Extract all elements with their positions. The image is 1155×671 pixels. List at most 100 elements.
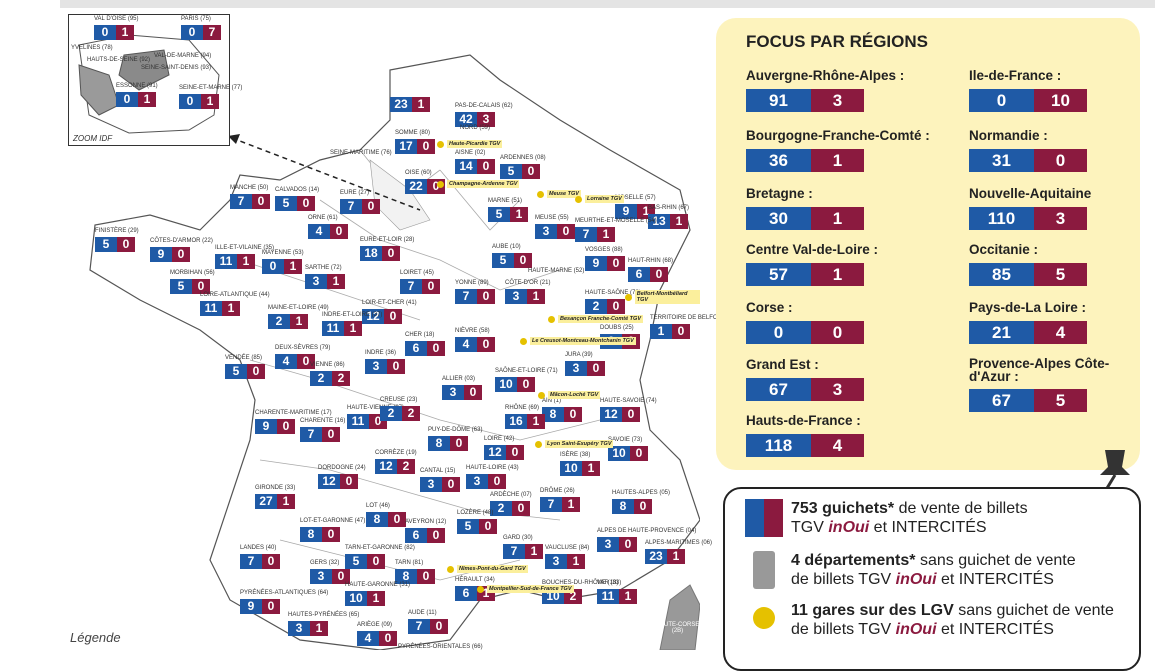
lgv-station: Le Creusot-Montceau-Montchanin TGV <box>520 337 636 345</box>
department-name: LOT (46) <box>366 503 390 509</box>
department-name: JURA (39) <box>565 352 593 358</box>
zoom-department-name: YVELINES (78) <box>71 45 113 51</box>
region-item: Pays-de-La Loire : 21 4 <box>969 300 1087 344</box>
lgv-station: Lorraine TGV <box>575 195 624 203</box>
counter-red: 1 <box>582 461 600 476</box>
department-name: MORBIHAN (56) <box>170 270 215 276</box>
station-label: Haute-Picardie TGV <box>447 140 503 148</box>
counter-blue: 11 <box>347 414 369 429</box>
counter-red: 0 <box>607 256 625 271</box>
department-name: VENDÉE (85) <box>225 355 263 361</box>
counter-blue: 12 <box>375 459 397 474</box>
counter-red: 1 <box>527 414 545 429</box>
region-item: Bretagne : 30 1 <box>746 186 864 230</box>
counter-red: 1 <box>527 289 545 304</box>
counter-red: 0 <box>322 527 340 542</box>
counter-red: 1 <box>367 591 385 606</box>
department-name: TARN (81) <box>395 560 424 566</box>
counter-blue: 6 <box>455 586 477 601</box>
counter-red: 0 <box>517 377 535 392</box>
region-counter-red: 1 <box>811 263 864 286</box>
legend-row-stations: 11 gares sur des LGV sans guichet de ven… <box>745 601 1114 639</box>
region-counter-bar: 36 1 <box>746 149 930 172</box>
counter-blue: 3 <box>310 569 332 584</box>
department-name: TERRITOIRE DE BELFORT (90) <box>650 315 738 321</box>
region-name: Corse : <box>746 300 793 315</box>
counter-blue: 5 <box>225 364 247 379</box>
region-item: Centre Val-de-Loire : 57 1 <box>746 242 878 286</box>
department-name: LOIRET (45) <box>400 270 434 276</box>
counter-red: 0 <box>430 619 448 634</box>
counter-red: 1 <box>138 92 156 107</box>
department-name: AIN (1) <box>542 398 562 404</box>
counter-blue: 3 <box>365 359 387 374</box>
counter-blue: 5 <box>500 164 522 179</box>
counter-blue: 17 <box>395 139 417 154</box>
department-counter-pair: 11 1 <box>597 589 637 604</box>
station-dot-icon <box>575 195 582 203</box>
counter-red: 1 <box>327 274 345 289</box>
counter-blue: 6 <box>628 267 650 282</box>
counter-blue: 7 <box>340 199 362 214</box>
department-counter-pair: 10 1 <box>345 591 385 606</box>
station-dot-icon <box>538 391 545 399</box>
department-counter-pair: 12 2 <box>375 459 415 474</box>
region-counter-red: 3 <box>811 378 864 401</box>
department-name: GIRONDE (33) <box>255 485 296 491</box>
counter-blue: 9 <box>240 599 262 614</box>
department-name: DOUBS (25) <box>600 325 634 331</box>
counter-red: 1 <box>667 549 685 564</box>
department-name: GERS (32) <box>310 560 340 566</box>
counter-red: 2 <box>332 371 350 386</box>
department-name: EURE-ET-LOIR (28) <box>360 237 415 243</box>
counter-blue: 12 <box>318 474 340 489</box>
zoom-department-name: SEINE-ET-MARNE (77) <box>179 85 243 91</box>
region-name: Hauts-de-France : <box>746 413 861 428</box>
region-counter-red: 4 <box>1034 321 1087 344</box>
zoom-department-name: SEINE-SAINT-DENIS (93) <box>141 65 212 71</box>
region-name: Grand Est : <box>746 357 819 372</box>
station-dot-icon <box>548 315 555 323</box>
region-counter-red: 5 <box>1034 263 1087 286</box>
counter-blue: 9 <box>255 419 277 434</box>
station-dot-icon <box>625 293 632 301</box>
counter-red: 1 <box>277 494 295 509</box>
department-name: ARIÈGE (09) <box>357 622 393 628</box>
counter-blue: 12 <box>484 445 506 460</box>
counter-blue: 23 <box>390 97 412 112</box>
department-counter-pair: 10 0 <box>608 446 648 461</box>
region-name: Auvergne-Rhône-Alpes : <box>746 68 905 83</box>
lgv-station: Lyon Saint-Exupéry TGV <box>535 440 614 448</box>
counter-blue: 7 <box>240 554 262 569</box>
counter-red: 0 <box>427 528 445 543</box>
counter-red: 0 <box>297 354 315 369</box>
region-counter-bar: 85 5 <box>969 263 1087 286</box>
counter-red: 1 <box>237 254 255 269</box>
region-counter-red: 4 <box>811 434 864 457</box>
counter-red: 0 <box>557 224 575 239</box>
department-name: INDRE-ET-LOIRE (37) <box>322 312 383 318</box>
counter-blue: 7 <box>540 497 562 512</box>
region-counter-bar: 110 3 <box>969 207 1091 230</box>
department-name: VOSGES (88) <box>585 247 623 253</box>
lgv-station: Montpellier-Sud-de-France TGV <box>477 585 574 593</box>
counter-red: 0 <box>172 247 190 262</box>
region-name: Pays-de-La Loire : <box>969 300 1087 315</box>
counter-red: 0 <box>450 436 468 451</box>
